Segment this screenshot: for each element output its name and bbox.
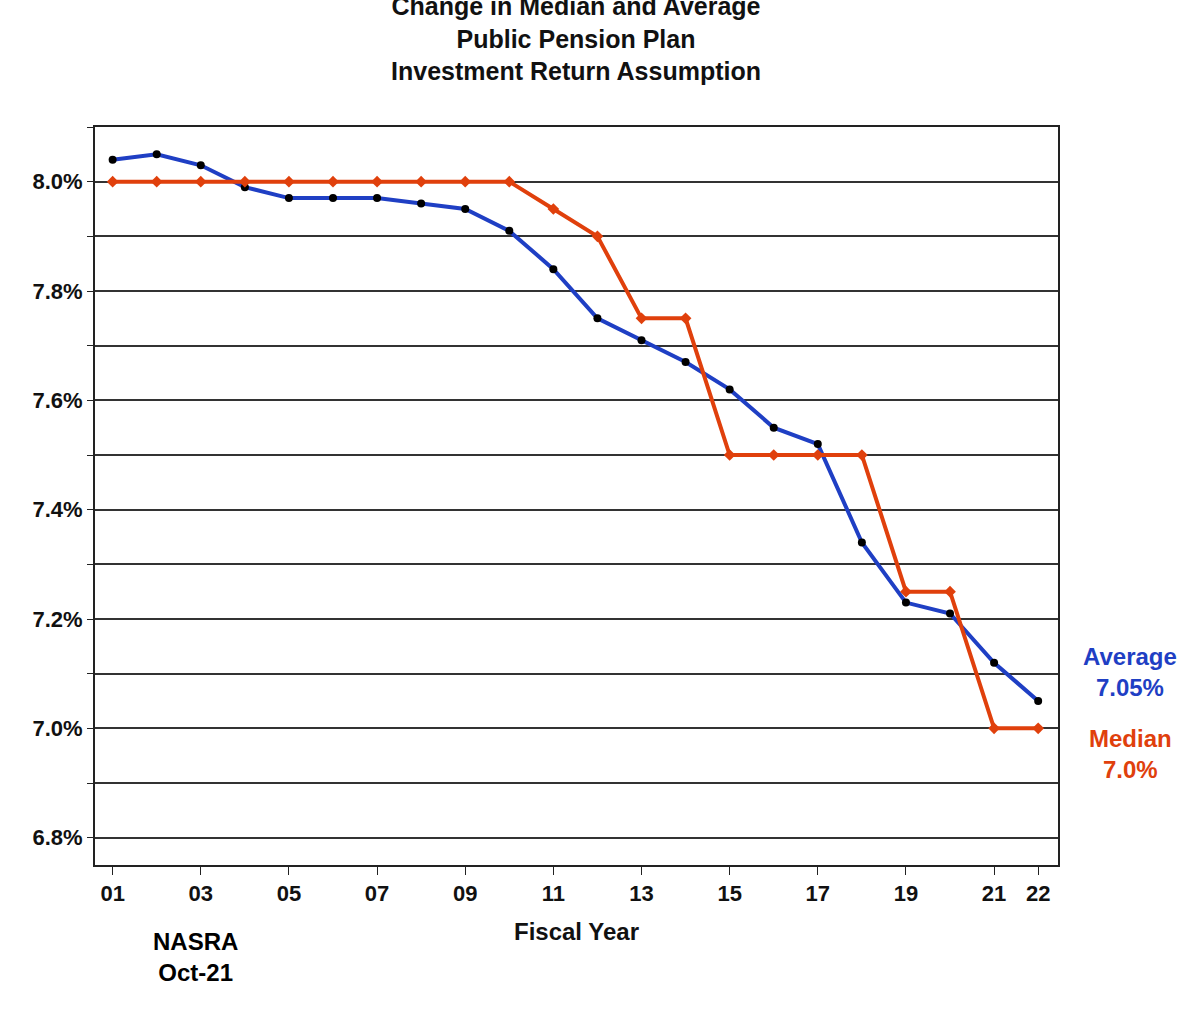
svg-text:Average7.05%: Average7.05% [1083,643,1177,701]
svg-text:7.8%: 7.8% [32,279,82,304]
svg-text:Median7.0%: Median7.0% [1089,725,1172,783]
svg-text:21: 21 [982,881,1006,906]
svg-text:09: 09 [453,881,477,906]
svg-text:03: 03 [189,881,213,906]
svg-text:Fiscal Year: Fiscal Year [514,918,639,945]
svg-text:Change in Median and AveragePu: Change in Median and AveragePublic Pensi… [391,0,761,85]
svg-text:05: 05 [277,881,301,906]
svg-text:6.8%: 6.8% [32,825,82,850]
svg-text:7.2%: 7.2% [32,607,82,632]
svg-text:7.4%: 7.4% [32,497,82,522]
svg-text:7.0%: 7.0% [32,716,82,741]
svg-text:13: 13 [629,881,653,906]
svg-text:7.6%: 7.6% [32,388,82,413]
svg-text:15: 15 [717,881,741,906]
svg-text:07: 07 [365,881,389,906]
svg-text:19: 19 [894,881,918,906]
svg-text:NASRAOct-21: NASRAOct-21 [153,928,238,986]
svg-text:01: 01 [100,881,124,906]
svg-text:11: 11 [542,881,565,906]
svg-text:17: 17 [806,881,830,906]
svg-text:8.0%: 8.0% [32,169,82,194]
svg-text:22: 22 [1026,881,1050,906]
